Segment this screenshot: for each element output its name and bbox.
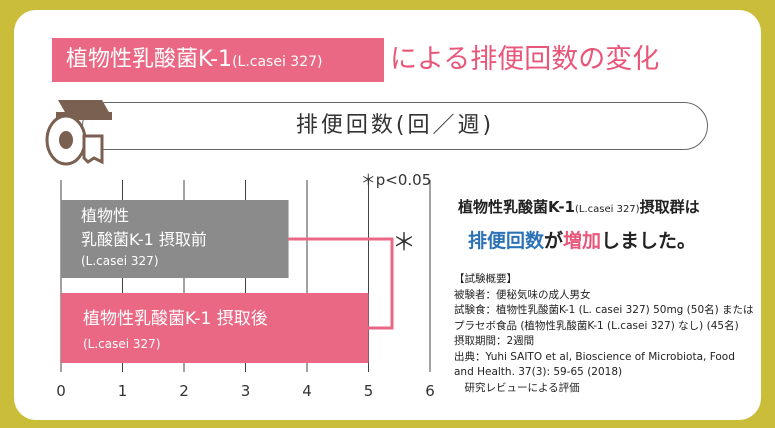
- heading-suffix: 摂取群は: [639, 198, 700, 216]
- detail-line: 摂取期間：2週間: [454, 335, 535, 347]
- detail-line: and Health. 37(3): 59-65 (2018): [454, 366, 623, 378]
- detail-line: 【試験概要】: [454, 273, 517, 285]
- category-label: 植物性: [81, 206, 129, 225]
- result-statement: 排便回数が増加しました。: [468, 226, 696, 253]
- x-tick-label: 2: [179, 382, 189, 400]
- heading-strain: (L.casei 327): [574, 204, 640, 215]
- detail-line: 出典：Yuhi SAITO et al, Bioscience of Micro…: [454, 350, 735, 363]
- title-strain: (L.casei 327): [232, 54, 323, 70]
- result-part-d: しました。: [601, 230, 697, 252]
- heading-main: 植物性乳酸菌K-1: [458, 198, 575, 216]
- unit-label: 排便回数(回／週): [82, 102, 708, 150]
- study-details: 【試験概要】 被験者：便秘気味の成人男女 試験食：植物性乳酸菌K-1 (L. c…: [454, 272, 754, 396]
- x-tick-label: 0: [56, 382, 66, 400]
- title-main: 植物性乳酸菌K-1: [66, 47, 233, 72]
- result-part-c: 増加: [563, 230, 602, 252]
- x-tick-label: 4: [302, 382, 312, 400]
- category-label: (L.casei 327): [83, 337, 161, 351]
- significance-label: ＊p<0.05: [361, 171, 432, 189]
- significance-mark: ＊: [392, 228, 416, 256]
- toilet-paper-icon: [44, 96, 114, 172]
- result-part-b: が: [544, 230, 564, 252]
- result-heading: 植物性乳酸菌K-1(L.casei 327)摂取群は: [458, 196, 700, 217]
- title-rest: による排便回数の変化: [390, 44, 660, 75]
- x-tick-label: 6: [425, 382, 435, 400]
- x-tick-label: 1: [118, 382, 128, 400]
- result-part-a: 排便回数: [468, 230, 545, 252]
- bar: [61, 293, 369, 363]
- category-label: 乳酸菌K-1 摂取前: [81, 230, 207, 249]
- title-banner: 植物性乳酸菌K-1(L.casei 327): [52, 38, 384, 82]
- x-tick-label: 3: [241, 382, 251, 400]
- detail-line: 研究レビューによる評価: [454, 381, 580, 394]
- category-label: (L.casei 327): [81, 254, 159, 268]
- bar: [61, 200, 289, 278]
- significance-bracket: [288, 237, 394, 330]
- detail-line: 被験者：便秘気味の成人男女: [454, 288, 591, 301]
- x-tick-label: 5: [364, 382, 374, 400]
- category-label: 植物性乳酸菌K-1 摂取後: [83, 309, 268, 329]
- detail-line: プラセボ食品 (植物性乳酸菌K-1 (L.casei 327) なし) (45名…: [454, 319, 739, 332]
- detail-line: 試験食：植物性乳酸菌K-1 (L. casei 327) 50mg (50名) …: [454, 304, 754, 316]
